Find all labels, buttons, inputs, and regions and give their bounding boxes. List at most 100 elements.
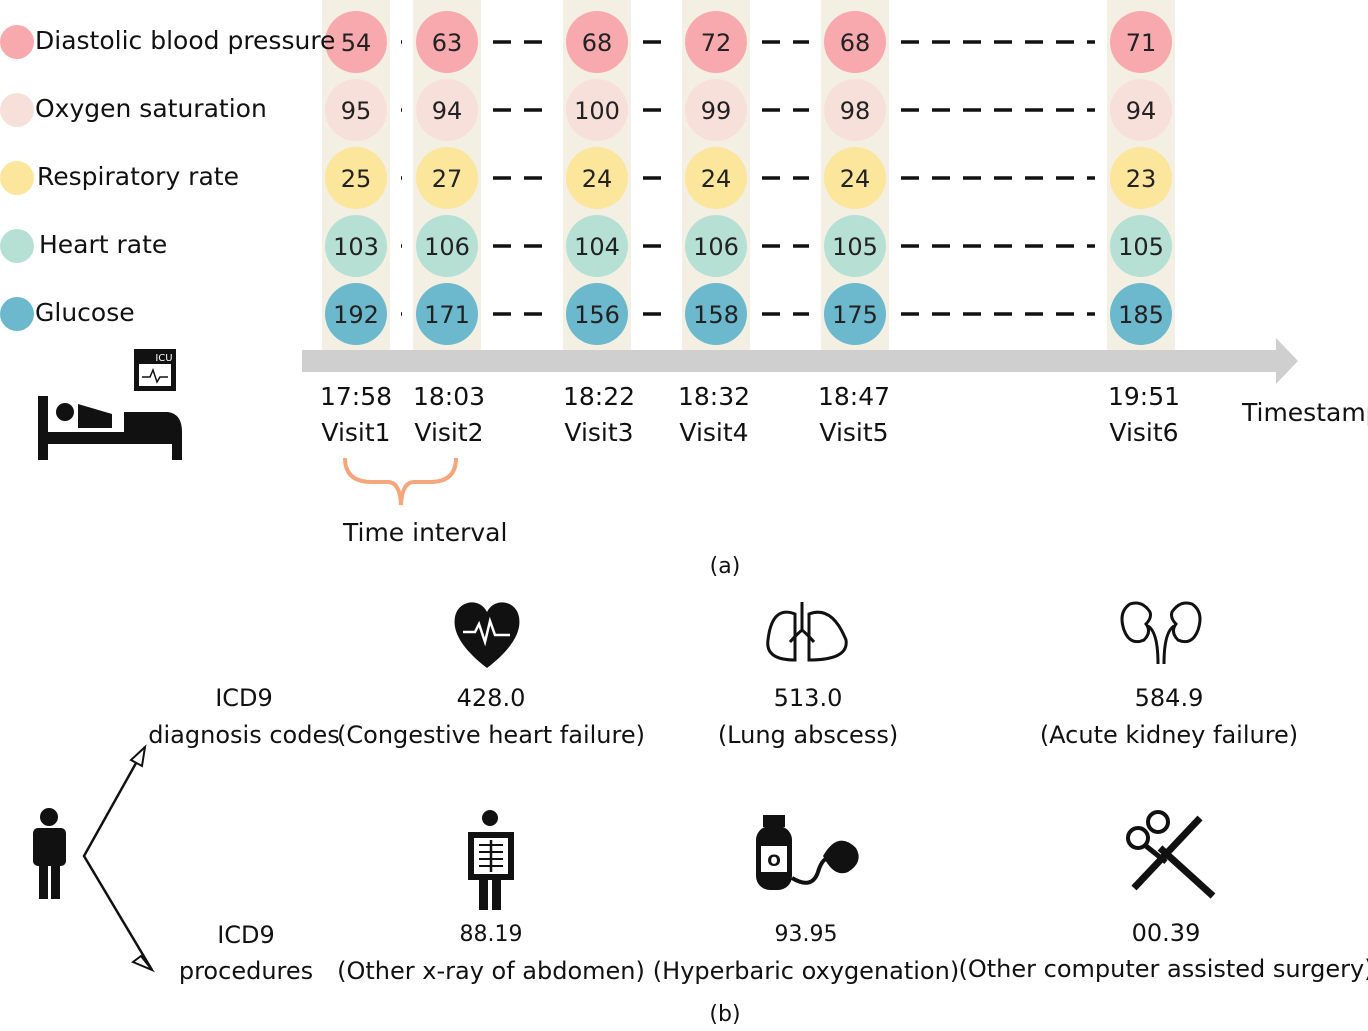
value-label: 95 — [341, 97, 372, 125]
value-circle — [1110, 79, 1172, 141]
value-circle — [325, 283, 387, 345]
value-label: 156 — [574, 301, 620, 329]
icd9-procedures-label-line2: procedures — [178, 957, 314, 985]
legend-label: Glucose — [35, 298, 135, 327]
value-circle — [1110, 215, 1172, 277]
legend-swatch-5 — [0, 297, 34, 331]
value-circle — [685, 11, 747, 73]
icu-label: ICU — [155, 353, 172, 364]
value-circle — [1110, 147, 1172, 209]
value-label: 24 — [701, 165, 732, 193]
value-circle — [824, 215, 886, 277]
value-circle — [325, 147, 387, 209]
value-circle — [416, 215, 478, 277]
value-label: 71 — [1126, 29, 1157, 57]
value-circle — [566, 215, 628, 277]
heart-icon — [454, 602, 520, 668]
visit-time: 17:58 — [319, 382, 393, 411]
value-label: 23 — [1126, 165, 1157, 193]
value-circle — [416, 79, 478, 141]
procedure-code-2: 93.95 — [774, 922, 838, 947]
value-label: 99 — [701, 97, 732, 125]
value-label: 27 — [432, 165, 463, 193]
value-circle — [685, 79, 747, 141]
value-label: 192 — [333, 301, 379, 329]
value-label: 105 — [1118, 233, 1164, 261]
value-label: 105 — [832, 233, 878, 261]
visit-time: 18:32 — [677, 382, 751, 411]
value-circle — [566, 147, 628, 209]
visit-name: Visit2 — [414, 418, 484, 447]
visit-name: Visit3 — [564, 418, 634, 447]
value-label: 72 — [701, 29, 732, 57]
value-circle — [685, 215, 747, 277]
oxygen-tank-icon: O — [756, 815, 859, 890]
visit-time: 18:22 — [562, 382, 636, 411]
value-circle — [824, 11, 886, 73]
value-label: 158 — [693, 301, 739, 329]
kidneys-icon — [1120, 601, 1202, 665]
diagnosis-desc-2: (Lung abscess) — [717, 721, 899, 749]
value-circle — [1110, 11, 1172, 73]
value-label: 104 — [574, 233, 620, 261]
legend-label: Diastolic blood pressure — [35, 26, 336, 55]
value-circle — [1110, 283, 1172, 345]
procedure-code-3: 00.39 — [1131, 919, 1201, 947]
legend-swatch-2 — [0, 93, 34, 127]
legend-label: Oxygen saturation — [35, 94, 267, 123]
patient-icon — [33, 808, 66, 899]
visit-time: 19:51 — [1107, 382, 1181, 411]
legend-label: Respiratory rate — [37, 162, 239, 191]
value-circle — [416, 147, 478, 209]
visit-name: Visit1 — [321, 418, 391, 447]
caption-b: (b) — [709, 1002, 741, 1027]
value-label: 185 — [1118, 301, 1164, 329]
value-label: 175 — [832, 301, 878, 329]
value-label: 94 — [432, 97, 463, 125]
value-label: 63 — [432, 29, 463, 57]
diagnosis-code-1: 428.0 — [456, 684, 526, 712]
time-interval-brace — [343, 457, 458, 506]
time-interval-label: Time interval — [343, 518, 508, 547]
legend-swatch-1 — [0, 25, 34, 59]
value-label: 68 — [582, 29, 613, 57]
value-label: 171 — [424, 301, 470, 329]
value-circle — [325, 79, 387, 141]
value-circle — [824, 283, 886, 345]
visit-name: Visit5 — [819, 418, 889, 447]
legend-swatch-3 — [0, 161, 34, 195]
caption-a: (a) — [709, 554, 741, 579]
timeline-arrowhead — [1276, 338, 1298, 384]
value-label: 68 — [840, 29, 871, 57]
icd9-diagnosis-label-line1: ICD9 — [215, 684, 273, 712]
timeline-bar — [302, 350, 1278, 372]
value-circle — [685, 147, 747, 209]
branch-arrows — [82, 746, 154, 971]
visit-time: 18:47 — [817, 382, 891, 411]
value-label: 94 — [1126, 97, 1157, 125]
procedure-desc-2: (Hyperbaric oxygenation) — [652, 957, 960, 985]
hospital-bed-icon — [38, 396, 182, 460]
visit-time: 18:03 — [412, 382, 486, 411]
value-label: 24 — [582, 165, 613, 193]
diagnosis-code-3: 584.9 — [1134, 684, 1204, 712]
lungs-icon — [766, 602, 848, 662]
value-circle — [566, 79, 628, 141]
value-circle — [325, 11, 387, 73]
legend-swatch-4 — [0, 229, 34, 263]
diagnosis-desc-3: (Acute kidney failure) — [1039, 721, 1299, 749]
value-label: 24 — [840, 165, 871, 193]
value-circle — [824, 147, 886, 209]
timestamp-label: Timestamp — [1242, 398, 1368, 427]
value-circle — [416, 283, 478, 345]
arrowhead-down — [131, 954, 156, 973]
visit-name: Visit4 — [679, 418, 749, 447]
o2-label: O — [767, 851, 781, 870]
value-label: 54 — [341, 29, 372, 57]
xray-icon — [468, 810, 514, 910]
legend-label: Heart rate — [39, 230, 168, 259]
visit-name: Visit6 — [1109, 418, 1179, 447]
value-circle — [685, 283, 747, 345]
icd9-procedures-label-line1: ICD9 — [217, 921, 275, 949]
